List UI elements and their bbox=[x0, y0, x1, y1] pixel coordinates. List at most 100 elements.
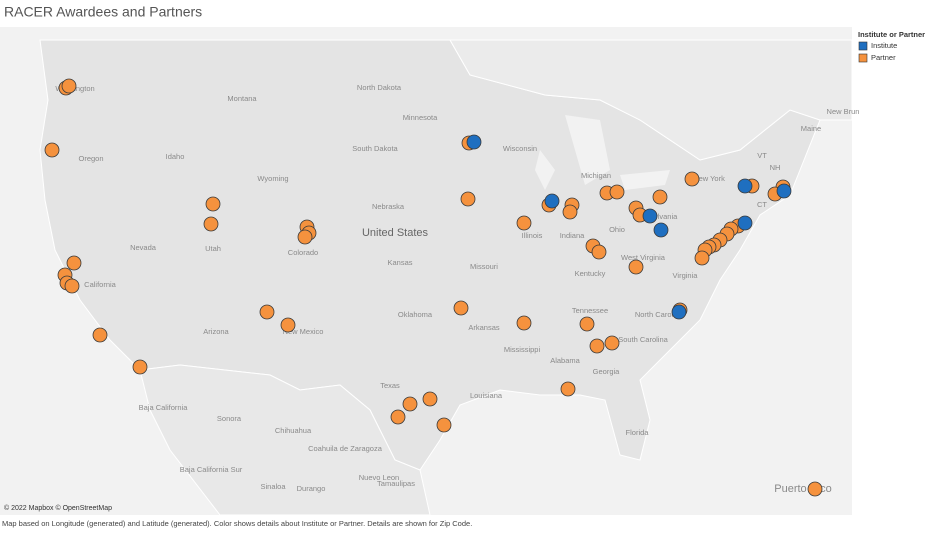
map-label: Louisiana bbox=[470, 391, 503, 400]
map-label: Nuevo Leon bbox=[359, 473, 399, 482]
footer: Map based on Longitude (generated) and L… bbox=[2, 519, 472, 528]
location-point bbox=[466, 134, 482, 150]
map-label: Oregon bbox=[78, 154, 103, 163]
location-point bbox=[694, 250, 710, 266]
map-label: Kansas bbox=[387, 258, 412, 267]
map-label: Texas bbox=[380, 381, 400, 390]
location-point bbox=[653, 222, 669, 238]
map-label: Montana bbox=[227, 94, 257, 103]
map-label: Mississippi bbox=[504, 345, 541, 354]
canada-land bbox=[449, 39, 853, 161]
location-point bbox=[259, 304, 275, 320]
map-label: VT bbox=[757, 151, 767, 160]
location-point bbox=[544, 193, 560, 209]
mexico-land bbox=[139, 364, 431, 516]
location-point bbox=[92, 327, 108, 343]
location-point bbox=[642, 208, 658, 224]
map-label: Georgia bbox=[593, 367, 621, 376]
map-label: Minnesota bbox=[403, 113, 438, 122]
map-label: Baja California bbox=[139, 403, 189, 412]
map-label: Durango bbox=[297, 484, 326, 493]
map-label: New Brun bbox=[827, 107, 860, 116]
location-point bbox=[609, 184, 625, 200]
title: RACER Awardees and Partners bbox=[4, 4, 202, 20]
legend-title: Institute or Partner bbox=[858, 30, 925, 39]
map-label: Sinaloa bbox=[260, 482, 286, 491]
location-point bbox=[453, 300, 469, 316]
legend-swatch bbox=[858, 41, 868, 51]
map-label: Arkansas bbox=[468, 323, 500, 332]
map-label: Colorado bbox=[288, 248, 318, 257]
location-point bbox=[64, 278, 80, 294]
map-label: New Mexico bbox=[283, 327, 324, 336]
map-label: North Carolina bbox=[635, 310, 684, 319]
map-label: Oklahoma bbox=[398, 310, 433, 319]
legend: Institute Partner bbox=[858, 41, 897, 63]
map-label: Puerto Rico bbox=[774, 483, 831, 495]
location-point bbox=[589, 338, 605, 354]
map-label: Maine bbox=[801, 124, 821, 133]
map-label: North Dakota bbox=[357, 83, 402, 92]
location-point bbox=[776, 183, 792, 199]
location-point bbox=[591, 244, 607, 260]
map-label: Indiana bbox=[560, 231, 585, 240]
location-point bbox=[560, 381, 576, 397]
map: WashingtonMontanaNorth DakotaOregonIdaho… bbox=[0, 27, 860, 516]
map-label: Utah bbox=[205, 244, 221, 253]
map-label: Missouri bbox=[470, 262, 498, 271]
map-label: Wisconsin bbox=[503, 144, 537, 153]
location-point bbox=[628, 259, 644, 275]
location-point bbox=[44, 142, 60, 158]
map-label: Baja California Sur bbox=[180, 465, 243, 474]
map-label: South Dakota bbox=[352, 144, 398, 153]
location-point bbox=[436, 417, 452, 433]
location-point bbox=[132, 359, 148, 375]
map-label: South Carolina bbox=[618, 335, 668, 344]
map-label: Alabama bbox=[550, 356, 580, 365]
location-point bbox=[390, 409, 406, 425]
location-point bbox=[737, 178, 753, 194]
map-label: NH bbox=[770, 163, 781, 172]
location-point bbox=[737, 215, 753, 231]
location-point bbox=[562, 204, 578, 220]
location-point bbox=[516, 215, 532, 231]
great-lakes bbox=[535, 115, 670, 190]
map-label: West Virginia bbox=[621, 253, 666, 262]
attribution: © 2022 Mapbox © OpenStreetMap bbox=[4, 504, 112, 512]
location-point bbox=[652, 189, 668, 205]
map-label: Michigan bbox=[581, 171, 611, 180]
map-label: Coahuila de Zaragoza bbox=[308, 444, 383, 453]
map-label: CT bbox=[757, 200, 767, 209]
location-point bbox=[516, 315, 532, 331]
location-point bbox=[280, 317, 296, 333]
map-label: Idaho bbox=[166, 152, 185, 161]
map-label: Illinois bbox=[522, 231, 543, 240]
map-label: United States bbox=[362, 227, 429, 239]
location-point bbox=[684, 171, 700, 187]
map-label: California bbox=[84, 280, 117, 289]
map-label: Wyoming bbox=[257, 174, 288, 183]
location-point bbox=[203, 216, 219, 232]
location-point bbox=[460, 191, 476, 207]
legend-label: Institute bbox=[871, 41, 897, 50]
map-label: Nevada bbox=[130, 243, 157, 252]
location-point bbox=[402, 396, 418, 412]
map-label: Virginia bbox=[673, 271, 699, 280]
map-label: Florida bbox=[626, 428, 650, 437]
location-point bbox=[422, 391, 438, 407]
map-label: Sonora bbox=[217, 414, 242, 423]
location-point bbox=[807, 481, 823, 497]
map-label: Tennessee bbox=[572, 306, 608, 315]
map-label: Tamaulipas bbox=[377, 479, 415, 488]
location-point bbox=[66, 255, 82, 271]
location-point bbox=[297, 229, 313, 245]
map-label: Nebraska bbox=[372, 202, 405, 211]
location-point bbox=[579, 316, 595, 332]
points bbox=[44, 78, 823, 497]
legend-label: Partner bbox=[871, 53, 896, 62]
map-label: New York bbox=[693, 174, 725, 183]
map-label: Ohio bbox=[609, 225, 625, 234]
location-point bbox=[604, 335, 620, 351]
legend-swatch bbox=[858, 53, 868, 63]
